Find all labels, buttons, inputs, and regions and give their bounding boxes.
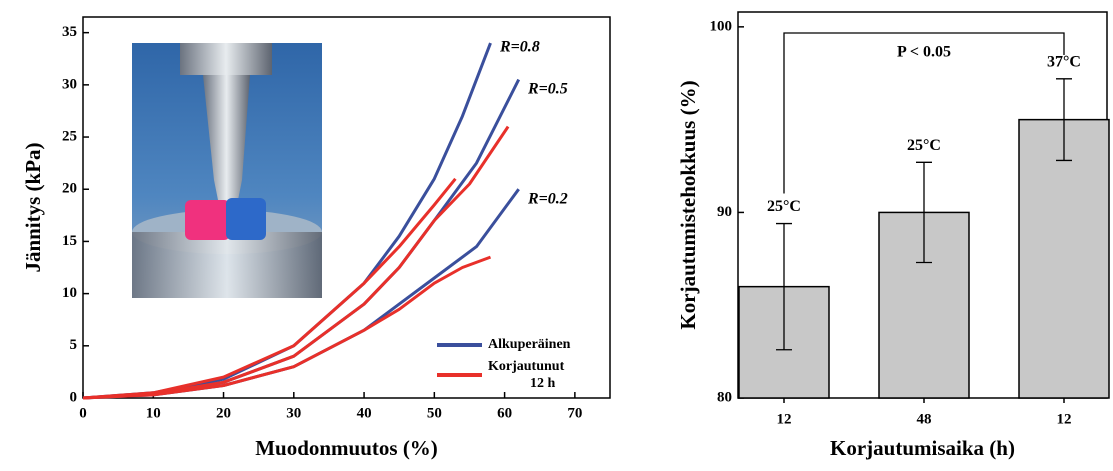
curve [82,125,510,400]
y-tick-label: 35 [62,24,77,40]
significance-bracket [783,32,1065,194]
x-tick-label: 30 [286,405,301,421]
plot-frame [82,16,611,399]
y-axis-title: Jännitys (kPa) [21,142,45,272]
curve [82,255,492,400]
error-bar [916,161,932,264]
x-tick-label: 70 [567,405,582,421]
x-tick-label: 40 [357,405,372,421]
y-tick-label: 20 [62,181,77,197]
y-tick-label: 5 [70,337,78,353]
y-tick-label: 100 [710,18,733,34]
legend-label: Korjautunut 12 h [488,359,565,391]
y-tick-label: 15 [62,233,77,249]
x-tick-label: 48 [917,411,932,427]
error-bar [1056,78,1072,162]
y-tick-label: 30 [62,76,77,92]
y-tick-label: 10 [62,285,77,301]
curve-annotation: R=0.5 [527,81,568,98]
x-tick-label: 0 [79,405,87,421]
x-tick-label: 12 [1057,411,1072,427]
inset-photo [132,43,322,298]
y-axis-title: Korjautumistehokkuus (%) [676,80,700,329]
legend-label: Alkuperäinen [488,337,571,352]
error-bar [776,222,792,351]
y-tick-label: 80 [717,389,732,405]
significance-label: P < 0.05 [897,44,951,61]
x-tick-label: 10 [146,405,161,421]
x-axis-title: Muodonmuutos (%) [255,436,438,460]
bar-label: 25°C [767,198,801,215]
bar-label: 37°C [1047,53,1081,70]
bar [1018,118,1110,399]
curve-annotation: R=0.8 [499,39,540,56]
x-tick-label: 20 [216,405,231,421]
x-axis-title: Korjautumisaika (h) [830,436,1015,460]
y-tick-label: 90 [717,204,732,220]
y-tick-label: 25 [62,128,77,144]
x-tick-label: 12 [777,411,792,427]
y-tick-label: 0 [70,389,78,405]
curve [82,177,457,400]
x-tick-label: 50 [427,405,442,421]
curve-annotation: R=0.2 [527,191,568,208]
x-tick-label: 60 [497,405,512,421]
bar-label: 25°C [907,137,941,154]
